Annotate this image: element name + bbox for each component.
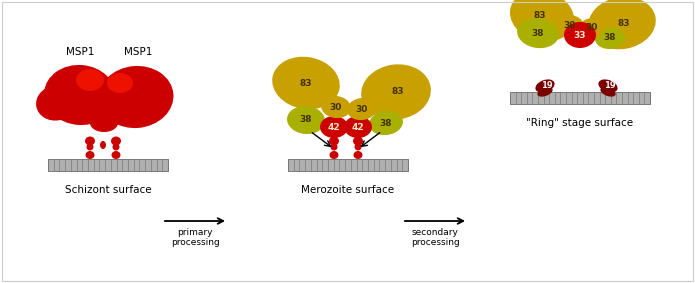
Ellipse shape (85, 136, 95, 145)
Text: 30: 30 (564, 22, 576, 31)
Text: 30: 30 (586, 23, 598, 33)
Ellipse shape (369, 111, 403, 135)
Ellipse shape (329, 151, 338, 159)
Ellipse shape (600, 87, 616, 97)
Text: 83: 83 (618, 18, 630, 27)
Ellipse shape (321, 96, 351, 118)
Ellipse shape (272, 57, 340, 109)
Text: 30: 30 (330, 102, 342, 112)
Ellipse shape (44, 65, 116, 125)
Ellipse shape (517, 18, 559, 48)
Ellipse shape (113, 143, 120, 151)
Ellipse shape (354, 143, 361, 151)
Ellipse shape (598, 80, 618, 93)
Text: 19: 19 (541, 80, 553, 89)
Ellipse shape (535, 80, 555, 93)
Ellipse shape (36, 85, 76, 121)
Text: 38: 38 (379, 119, 392, 128)
Ellipse shape (344, 116, 372, 138)
Text: MSP1: MSP1 (124, 47, 152, 57)
Ellipse shape (107, 73, 133, 93)
Bar (48, 159, 168, 171)
Ellipse shape (579, 18, 605, 38)
Text: 19: 19 (604, 80, 616, 89)
Text: primary
processing: primary processing (171, 228, 220, 247)
Ellipse shape (111, 136, 121, 145)
Text: 83: 83 (300, 78, 312, 87)
Ellipse shape (347, 98, 377, 120)
Ellipse shape (537, 87, 553, 97)
Ellipse shape (361, 64, 431, 120)
Ellipse shape (595, 27, 625, 49)
Text: 30: 30 (356, 104, 368, 113)
Ellipse shape (90, 114, 118, 132)
Ellipse shape (100, 141, 106, 149)
Text: Merozoite surface: Merozoite surface (302, 185, 395, 195)
Ellipse shape (354, 151, 363, 159)
Text: 33: 33 (574, 31, 587, 40)
Ellipse shape (564, 22, 596, 48)
Text: "Ring" stage surface: "Ring" stage surface (526, 118, 634, 128)
Ellipse shape (320, 116, 348, 138)
Text: 38: 38 (604, 33, 616, 42)
Text: Schizont surface: Schizont surface (65, 185, 152, 195)
Ellipse shape (588, 0, 656, 49)
Ellipse shape (85, 151, 95, 159)
Ellipse shape (86, 143, 94, 151)
Ellipse shape (353, 136, 363, 145)
Bar (510, 92, 650, 104)
Ellipse shape (556, 15, 584, 37)
Ellipse shape (510, 0, 574, 42)
Ellipse shape (331, 143, 338, 151)
Text: 42: 42 (327, 123, 341, 132)
Ellipse shape (287, 106, 325, 134)
Ellipse shape (76, 69, 104, 91)
Ellipse shape (329, 136, 339, 145)
Ellipse shape (99, 66, 174, 128)
Ellipse shape (111, 151, 120, 159)
Text: 38: 38 (532, 29, 544, 38)
Text: 83: 83 (392, 87, 404, 97)
Text: 83: 83 (534, 12, 546, 20)
Text: secondary
processing: secondary processing (411, 228, 459, 247)
Text: 38: 38 (300, 115, 312, 125)
Bar (288, 159, 408, 171)
Text: 42: 42 (352, 123, 364, 132)
Text: MSP1: MSP1 (66, 47, 95, 57)
